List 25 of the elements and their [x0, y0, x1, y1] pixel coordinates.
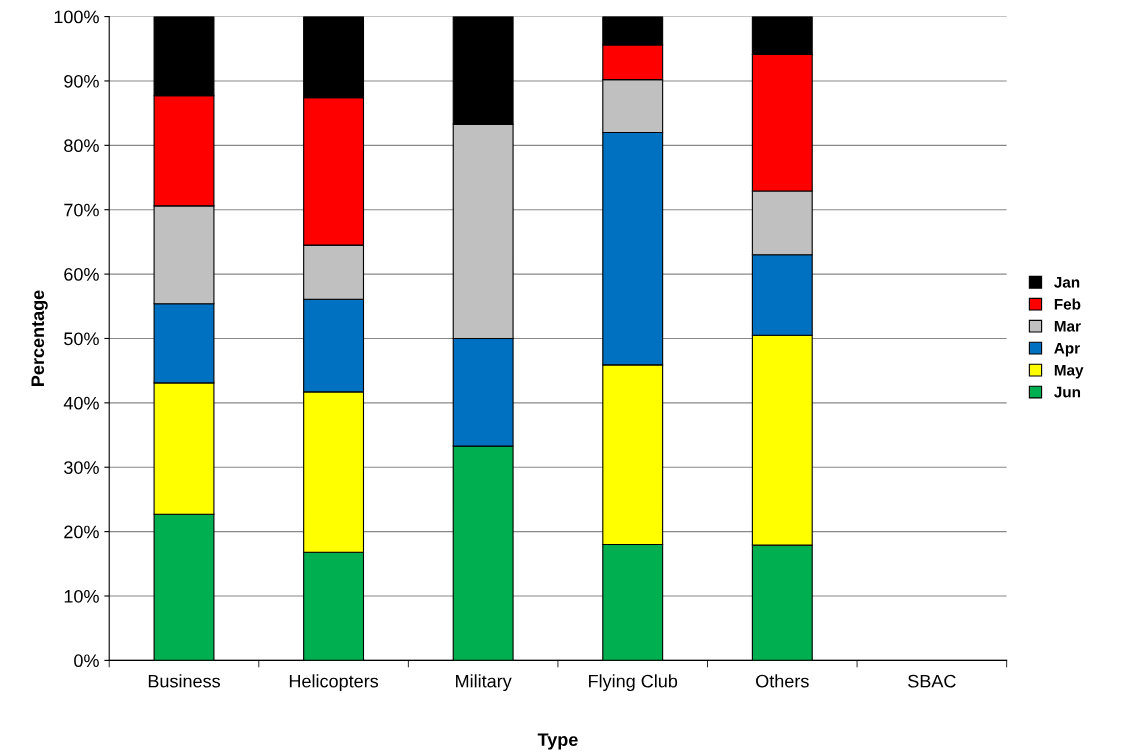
legend-label: Feb [1054, 298, 1081, 310]
y-tick-label: 40% [63, 396, 99, 410]
y-tick-label: 90% [64, 74, 99, 88]
y-tick-label: 30% [64, 461, 99, 474]
x-tick-label: Helicopters [289, 674, 379, 692]
y-tick-label: 70% [64, 203, 99, 217]
x-axis-title: Type [537, 733, 578, 750]
legend-label: Jan [1054, 277, 1080, 288]
x-tick-label: Flying Club [589, 674, 678, 692]
y-tick-label: 50% [64, 332, 99, 346]
x-tick-label: SBAC [908, 674, 956, 688]
x-tick-label: Others [756, 674, 809, 688]
y-axis-title: Percentage [31, 290, 48, 386]
x-tick-label: Business [148, 674, 220, 688]
legend-label: May [1054, 364, 1084, 379]
x-tick-label: Military [456, 674, 512, 692]
y-tick-label: 100% [54, 10, 99, 24]
legend-label: Mar [1054, 320, 1081, 332]
y-tick-label: 20% [64, 525, 99, 539]
legend-label: Apr [1054, 342, 1080, 357]
y-tick-label: 10% [64, 589, 99, 603]
y-tick-label: 0% [74, 654, 99, 668]
y-tick-label: 80% [64, 139, 99, 153]
legend-label: Jun [1054, 386, 1081, 398]
y-tick-label: 60% [64, 268, 99, 281]
